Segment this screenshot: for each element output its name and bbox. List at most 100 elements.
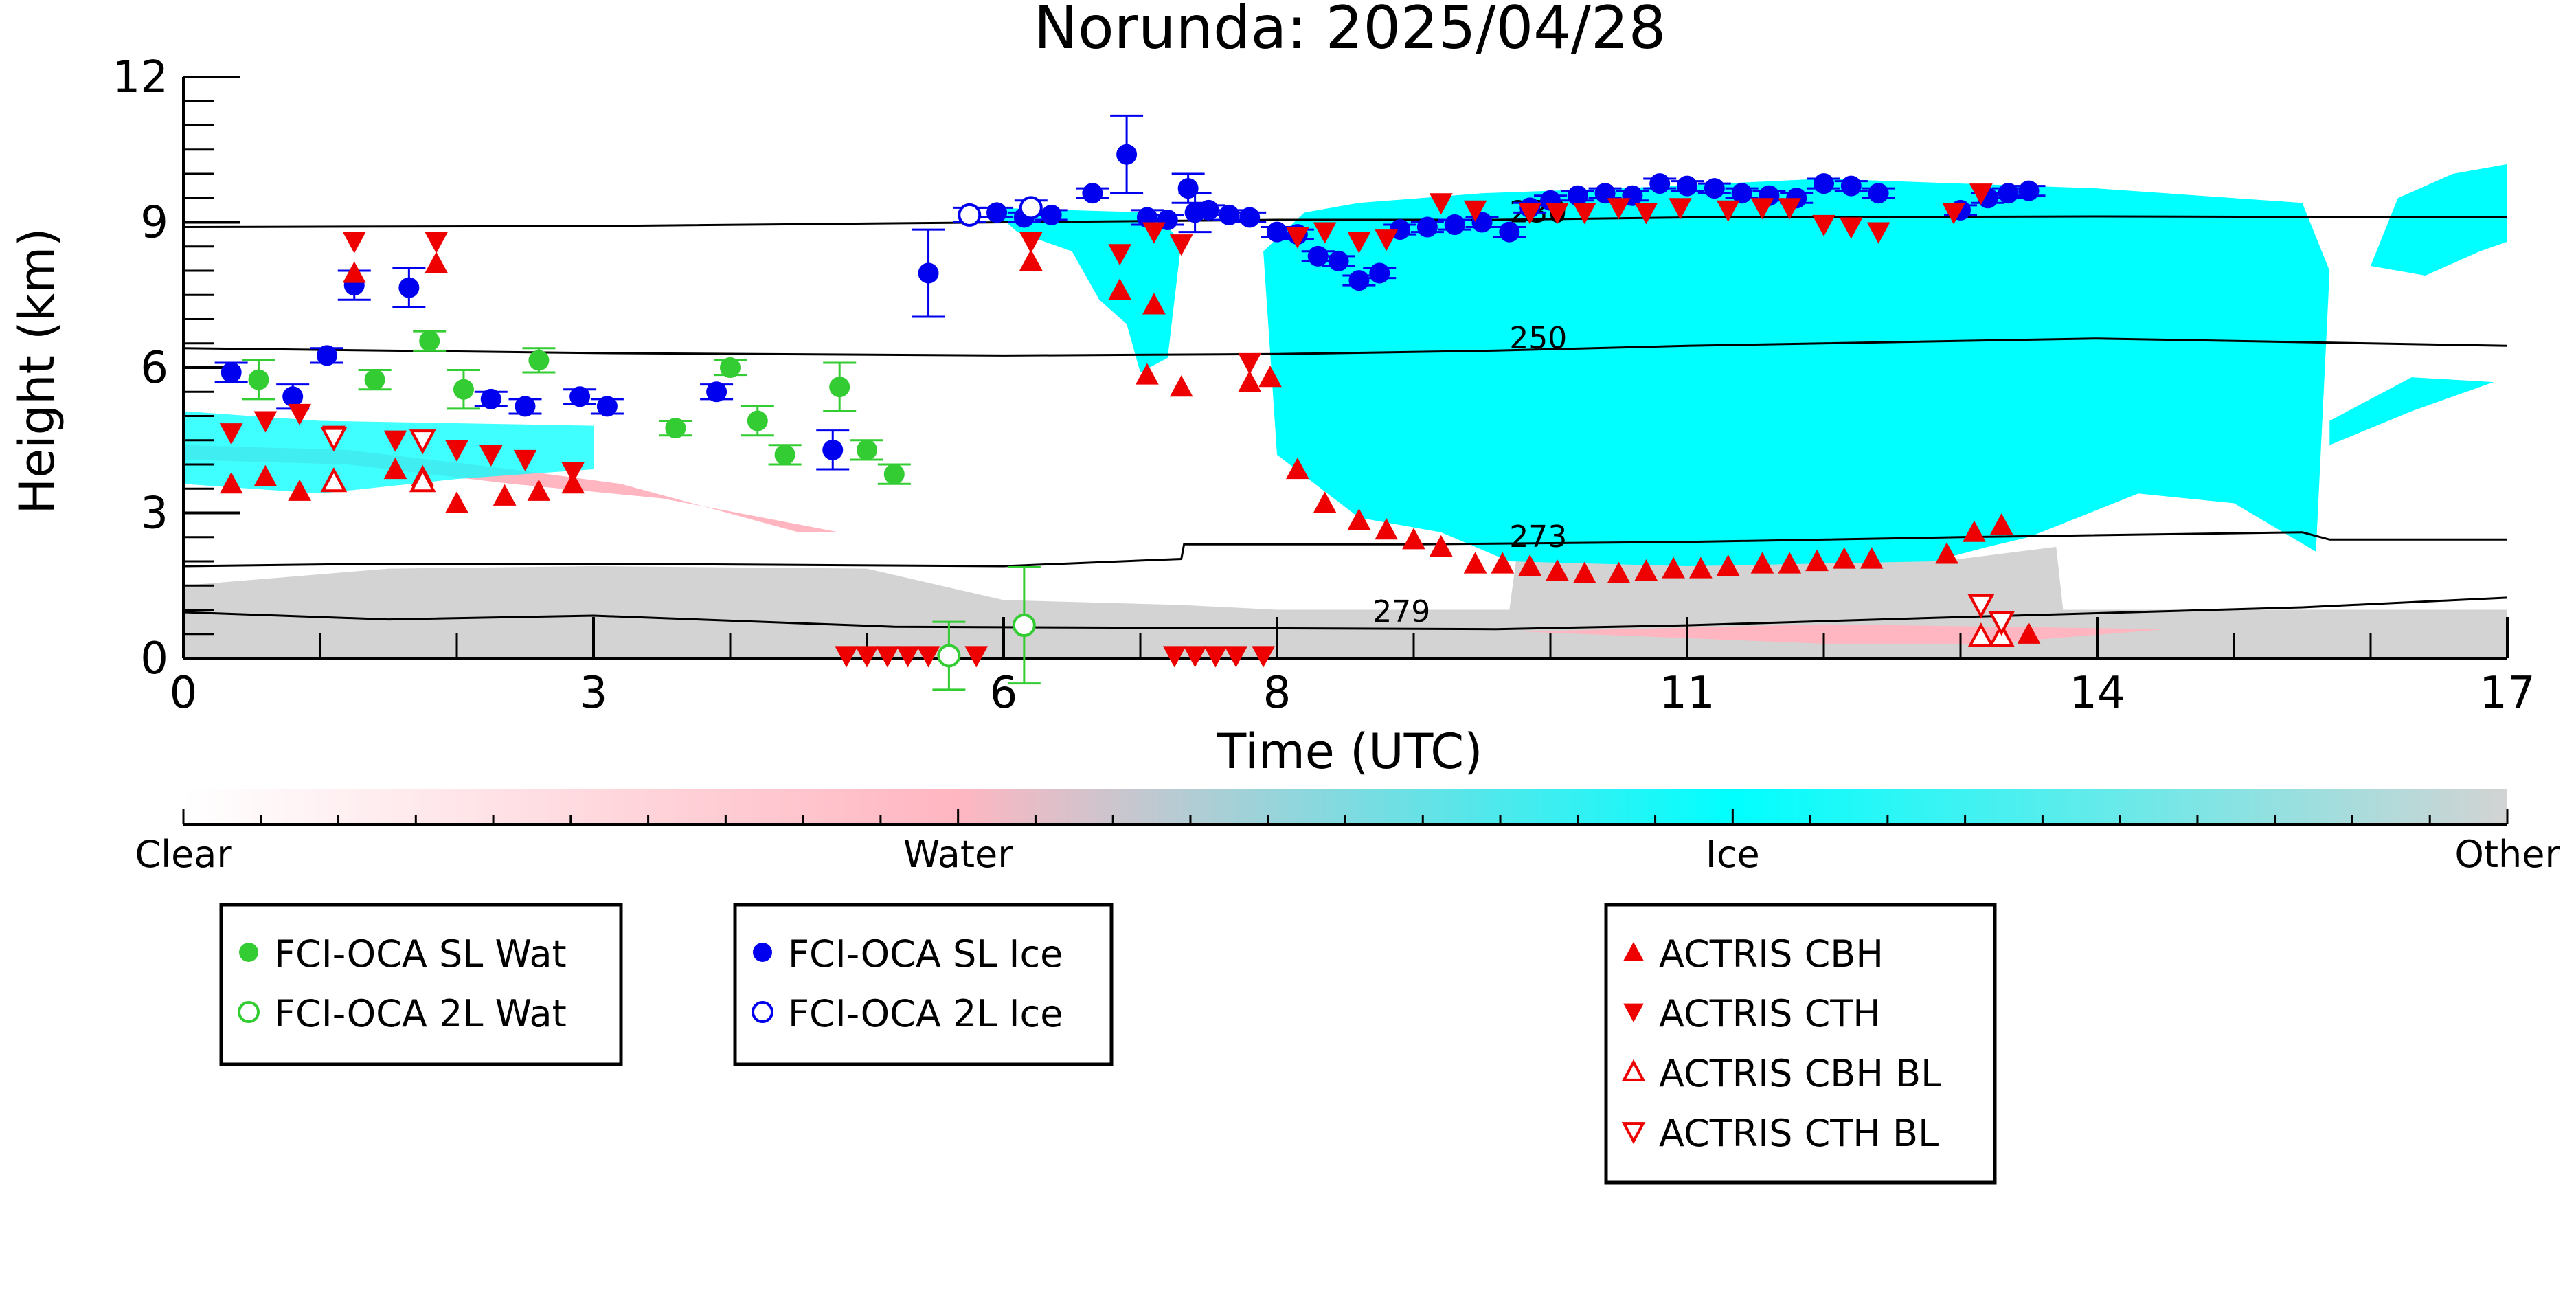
- fci-sl-ice-point: [1369, 262, 1390, 284]
- legend-box: [1604, 903, 1997, 1185]
- fci-sl-ice-point: [1082, 183, 1103, 204]
- legend-label: ACTRIS CTH BL: [1659, 1112, 1939, 1155]
- actris-cbh-point: [1108, 278, 1131, 300]
- actris-cth-point: [1634, 203, 1658, 225]
- fci-sl-ice-point: [1499, 221, 1520, 243]
- contour-label: 250: [1509, 321, 1567, 356]
- actris-cth-point: [1252, 646, 1275, 668]
- mask-ice-region: [1263, 179, 2330, 566]
- actris-cbh-point: [1805, 549, 1829, 572]
- actris-cbh-point: [1689, 557, 1713, 579]
- fci-sl-ice-point: [1041, 204, 1062, 225]
- legend-marker: [752, 1001, 773, 1023]
- x-tick-label: 14: [2069, 668, 2125, 719]
- actris-cth-bl-point: [1988, 611, 2015, 636]
- actris-cth-point: [288, 403, 311, 426]
- actris-cbh-point: [1019, 249, 1043, 271]
- legend-label: ACTRIS CTH: [1659, 992, 1881, 1035]
- fci-sl-wat-point: [883, 464, 905, 485]
- actris-cth-point: [1238, 352, 1262, 375]
- actris-cth-point: [1839, 217, 1863, 239]
- fci-sl-ice-point: [221, 362, 242, 383]
- x-tick-label: 11: [1659, 668, 1715, 719]
- legend-marker: [239, 943, 258, 962]
- legends: FCI-OCA SL Wat FCI-OCA 2L Wat FCI-OCA SL I…: [219, 903, 1997, 1185]
- fci-sl-wat-point: [747, 410, 768, 431]
- actris-cbh-bl-point: [320, 467, 348, 493]
- actris-cth-point: [964, 646, 988, 668]
- actris-cth-point: [1716, 200, 1740, 222]
- actris-cbh-point: [1634, 559, 1658, 581]
- actris-cbh-point: [1286, 457, 1309, 480]
- y-tick-label: 6: [140, 343, 168, 394]
- colorbar-label: Other: [2454, 833, 2560, 876]
- actris-cbh-point: [1258, 366, 1282, 388]
- colorbar: Clear Water Ice Other: [135, 789, 2560, 876]
- actris-cbh-point: [1989, 513, 2013, 535]
- fci-sl-ice-point: [1567, 185, 1588, 206]
- legend-marker: [1623, 941, 1644, 961]
- fci-sl-ice-point: [1307, 245, 1329, 267]
- fci-sl-ice-point: [480, 388, 501, 409]
- y-tick-label: 3: [140, 489, 168, 539]
- actris-cbh-point: [1429, 535, 1453, 557]
- actris-cth-point: [383, 430, 407, 452]
- x-tick-label: 6: [990, 668, 1018, 719]
- actris-cth-point: [916, 646, 940, 668]
- actris-cbh-point: [1142, 293, 1166, 315]
- actris-cbh-point: [1716, 554, 1740, 576]
- contour-label: 273: [1509, 519, 1567, 554]
- actris-cbh-point: [1662, 557, 1685, 579]
- fci-sl-ice-point: [398, 277, 420, 298]
- fci-2l-wat-point: [1012, 614, 1036, 638]
- actris-cth-point: [425, 232, 448, 254]
- legend-marker: [1621, 1122, 1646, 1145]
- legend-box: [219, 903, 623, 1066]
- fci-sl-ice-point: [1677, 175, 1697, 197]
- fci-2l-ice-point: [958, 203, 982, 227]
- fci-sl-wat-point: [528, 350, 550, 371]
- fci-sl-ice-point: [1840, 175, 1862, 197]
- fci-sl-ice-point: [1998, 183, 2019, 204]
- fci-sl-ice-point: [1731, 183, 1752, 204]
- actris-cth-point: [1607, 198, 1631, 220]
- actris-cbh-point: [342, 261, 366, 283]
- actris-cbh-point: [1518, 554, 1541, 576]
- actris-cbh-point: [1572, 561, 1596, 583]
- actris-cbh-point: [1546, 559, 1569, 581]
- actris-cth-point: [1866, 222, 1890, 244]
- actris-cth-point: [1778, 198, 1802, 220]
- actris-cbh-point: [1833, 547, 1856, 569]
- actris-cth-bl-point: [409, 429, 436, 454]
- fci-sl-ice-point: [1444, 214, 1465, 236]
- actris-cth-point: [1286, 227, 1309, 249]
- x-tick-label: 8: [1263, 668, 1291, 719]
- legend-label: ACTRIS CBH: [1659, 932, 1884, 976]
- y-tick-label: 9: [140, 198, 168, 249]
- cloud-mask-layer: [183, 164, 2507, 658]
- colorbar-label: Ice: [1706, 833, 1760, 876]
- mask-ice-region: [2371, 164, 2507, 276]
- colorbar-label: Water: [903, 833, 1013, 876]
- chart-title: Norunda: 2025/04/28: [1034, 0, 1667, 63]
- actris-cth-point: [219, 423, 243, 445]
- fci-sl-ice-point: [1198, 199, 1219, 221]
- fci-sl-ice-point: [282, 386, 304, 407]
- fci-sl-ice-point: [1219, 204, 1240, 225]
- actris-cbh-point: [1375, 518, 1399, 540]
- fci-sl-ice-point: [1416, 216, 1438, 238]
- actris-cth-point: [342, 232, 366, 254]
- actris-cth-point: [1162, 646, 1186, 668]
- actris-cth-point: [513, 449, 537, 472]
- actris-cth-bl-point: [320, 427, 348, 452]
- actris-cbh-point: [445, 491, 468, 513]
- mask-ice-region: [2329, 377, 2494, 445]
- mask-ice-region: [990, 207, 1182, 372]
- fci-sl-wat-point: [453, 379, 474, 400]
- actris-cth-point: [855, 646, 879, 668]
- actris-cth-point: [1942, 203, 1965, 225]
- actris-cth-point: [1518, 203, 1541, 225]
- fci-sl-wat-point: [829, 377, 850, 398]
- actris-cth-point: [1546, 203, 1569, 225]
